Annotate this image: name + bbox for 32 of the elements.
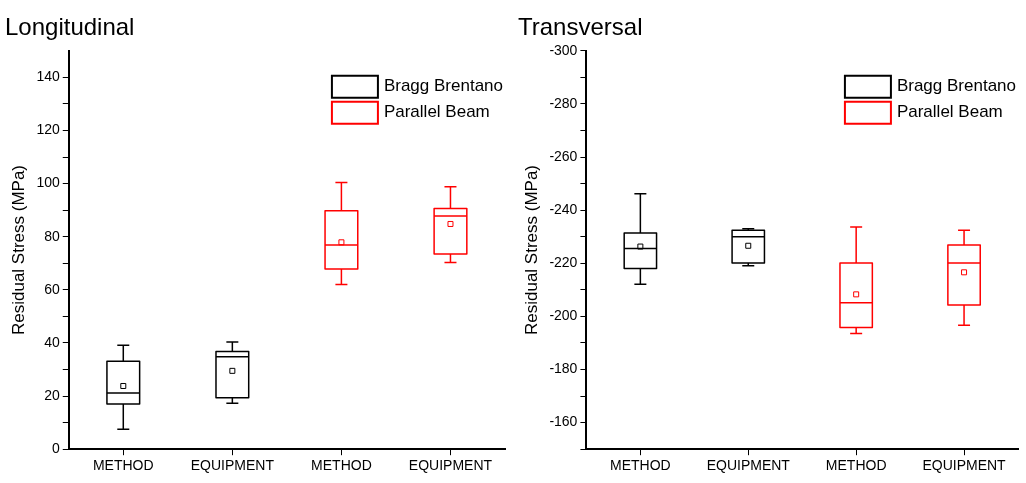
legend-label: Parallel Beam — [383, 102, 490, 122]
y-tick-label: 120 — [36, 121, 60, 138]
chart-title: Transversal — [518, 13, 643, 41]
y-tick-label: 40 — [44, 333, 60, 350]
y-tick-label: -280 — [549, 94, 578, 111]
y-tick-label: -300 — [549, 41, 578, 58]
x-tick-label: EQUIPMENT — [706, 457, 791, 474]
y-tick-label: -160 — [549, 413, 578, 430]
x-tick-label: EQUIPMENT — [408, 457, 493, 474]
x-tick-label: METHOD — [311, 457, 372, 474]
y-tick-label: 140 — [36, 68, 60, 85]
x-tick-label: METHOD — [92, 457, 154, 474]
chart-title: Longitudinal — [5, 13, 135, 41]
y-tick-label: 80 — [44, 227, 60, 244]
y-tick-label: -260 — [549, 147, 578, 164]
y-tick-label: -200 — [549, 307, 578, 324]
y-tick-label: -240 — [549, 201, 578, 218]
x-tick-label: EQUIPMENT — [190, 457, 275, 474]
y-tick-label: 100 — [36, 174, 60, 191]
y-tick-label: 0 — [51, 440, 60, 457]
y-axis-title: Residual Stress (MPa) — [8, 164, 28, 336]
x-tick-label: METHOD — [825, 457, 887, 474]
y-tick-label: 20 — [44, 386, 60, 403]
y-tick-label: -180 — [549, 360, 578, 377]
y-axis-title: Residual Stress (MPa) — [521, 164, 541, 336]
y-tick-label: -220 — [549, 254, 578, 271]
legend-label: Bragg Brentano — [896, 76, 1017, 96]
x-tick-label: EQUIPMENT — [922, 457, 1007, 474]
y-tick-label: 60 — [44, 280, 60, 297]
x-tick-label: METHOD — [610, 457, 671, 474]
legend-label: Parallel Beam — [896, 102, 1003, 122]
legend-label: Bragg Brentano — [383, 76, 504, 96]
